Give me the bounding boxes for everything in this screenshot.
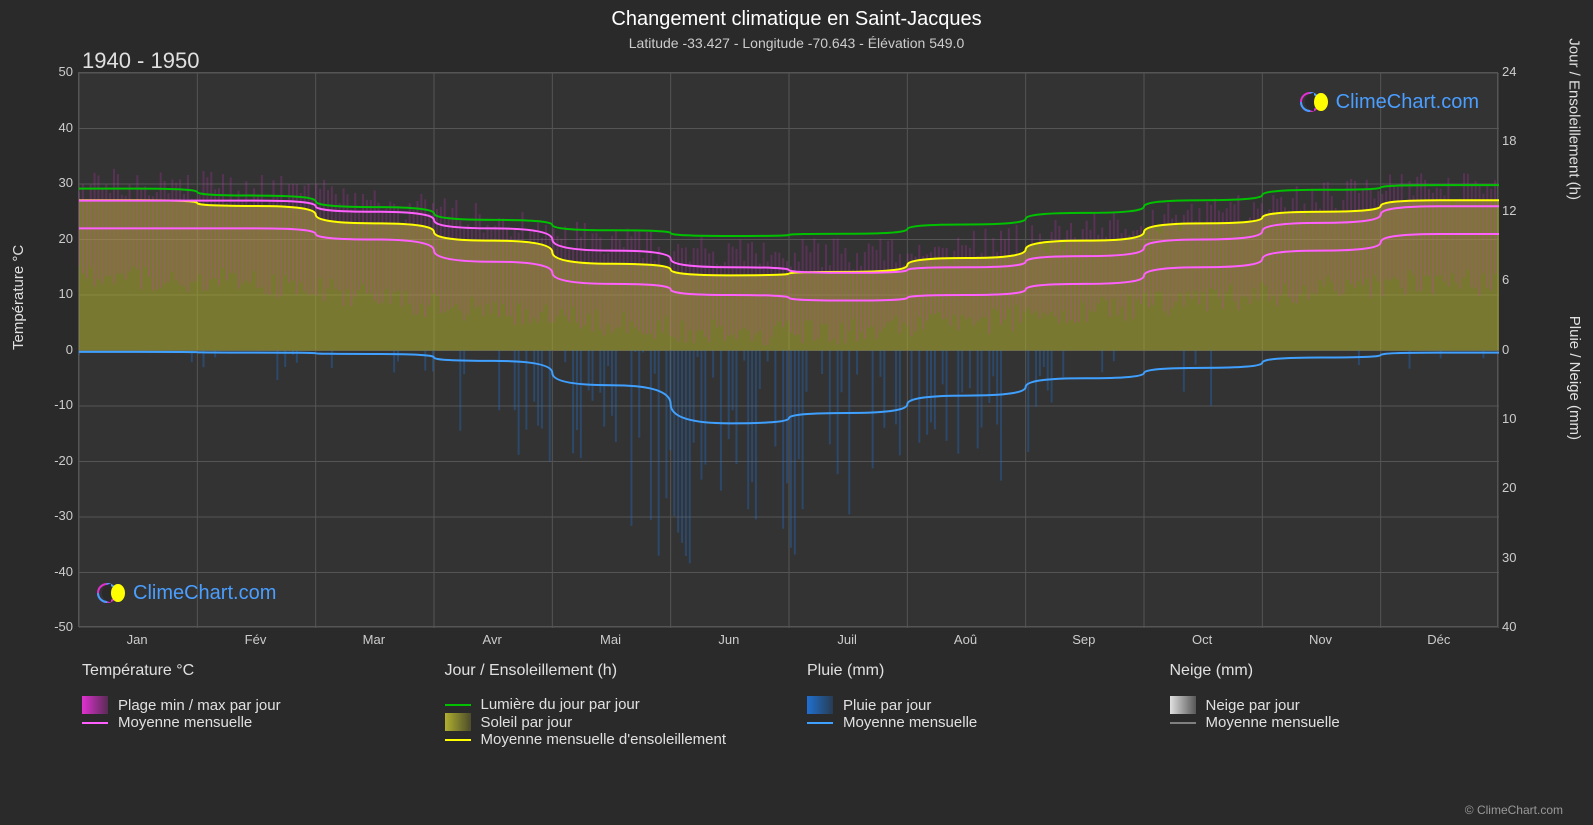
legend-swatch [1170,722,1196,724]
legend-item: Moyenne mensuelle [1170,714,1503,731]
y-axis-right-top-label: Jour / Ensoleillement (h) [1566,38,1583,200]
plot-area: ClimeChart.com ClimeChart.com [78,72,1498,627]
y-tick-right: 24 [1502,64,1516,79]
legend: Température °C Plage min / max par jourM… [82,662,1502,748]
legend-label: Neige par jour [1206,697,1300,714]
legend-label: Moyenne mensuelle [118,714,252,731]
x-tick: Sep [1072,632,1095,647]
legend-label: Pluie par jour [843,697,931,714]
legend-rain: Pluie (mm) Pluie par jourMoyenne mensuel… [807,662,1140,748]
x-tick: Fév [245,632,267,647]
y-tick-left: 30 [28,175,73,190]
legend-item: Moyenne mensuelle [807,714,1140,731]
logo-text-bottom: ClimeChart.com [133,582,276,605]
legend-header: Température °C [82,662,415,680]
legend-swatch [82,696,108,714]
y-tick-left: -20 [28,453,73,468]
chart-title: Changement climatique en Saint-Jacques [0,0,1593,31]
x-tick: Mai [600,632,621,647]
y-tick-right: 10 [1502,411,1516,426]
legend-item: Lumière du jour par jour [445,696,778,713]
legend-label: Soleil par jour [481,714,573,731]
y-axis-left-label: Température °C [10,245,27,350]
x-tick: Oct [1192,632,1212,647]
legend-label: Lumière du jour par jour [481,696,640,713]
x-tick: Avr [483,632,502,647]
chart-subtitle: Latitude -33.427 - Longitude -70.643 - É… [0,31,1593,51]
legend-swatch [445,704,471,706]
legend-swatch [445,739,471,741]
y-tick-right: 18 [1502,133,1516,148]
legend-label: Moyenne mensuelle [843,714,977,731]
logo-top: ClimeChart.com [1300,87,1479,117]
legend-header: Jour / Ensoleillement (h) [445,662,778,680]
legend-item: Neige par jour [1170,696,1503,714]
y-tick-left: 0 [28,342,73,357]
legend-swatch [82,722,108,724]
legend-header: Neige (mm) [1170,662,1503,680]
legend-item: Moyenne mensuelle d'ensoleillement [445,731,778,748]
x-tick: Jan [127,632,148,647]
legend-swatch [807,696,833,714]
legend-label: Moyenne mensuelle d'ensoleillement [481,731,727,748]
y-tick-left: 20 [28,231,73,246]
legend-label: Plage min / max par jour [118,697,281,714]
y-tick-right: 6 [1502,272,1509,287]
x-tick: Juil [837,632,857,647]
logo-text-top: ClimeChart.com [1336,91,1479,114]
legend-item: Pluie par jour [807,696,1140,714]
y-tick-right: 0 [1502,342,1509,357]
legend-temperature: Température °C Plage min / max par jourM… [82,662,415,748]
legend-swatch [445,713,471,731]
legend-swatch [807,722,833,724]
copyright: © ClimeChart.com [1465,803,1563,817]
legend-snow: Neige (mm) Neige par jourMoyenne mensuel… [1170,662,1503,748]
legend-item: Plage min / max par jour [82,696,415,714]
logo-bottom: ClimeChart.com [97,578,276,608]
legend-item: Moyenne mensuelle [82,714,415,731]
y-tick-left: -30 [28,508,73,523]
y-tick-left: -50 [28,619,73,634]
logo-icon [97,578,127,608]
y-tick-left: -10 [28,397,73,412]
y-tick-right: 40 [1502,619,1516,634]
y-tick-right: 12 [1502,203,1516,218]
y-tick-left: 40 [28,120,73,135]
x-tick: Mar [363,632,385,647]
y-tick-left: -40 [28,564,73,579]
legend-swatch [1170,696,1196,714]
y-axis-right-bottom-label: Pluie / Neige (mm) [1566,316,1583,440]
y-tick-left: 10 [28,286,73,301]
x-tick: Déc [1427,632,1450,647]
logo-icon [1300,87,1330,117]
legend-label: Moyenne mensuelle [1206,714,1340,731]
x-tick: Nov [1309,632,1332,647]
y-tick-right: 20 [1502,480,1516,495]
plot-svg [79,73,1499,628]
legend-daylight: Jour / Ensoleillement (h) Lumière du jou… [445,662,778,748]
x-tick: Jun [718,632,739,647]
legend-item: Soleil par jour [445,713,778,731]
x-tick: Aoû [954,632,977,647]
climate-chart: Changement climatique en Saint-Jacques L… [0,0,1593,825]
legend-header: Pluie (mm) [807,662,1140,680]
y-tick-left: 50 [28,64,73,79]
period-label: 1940 - 1950 [82,48,199,74]
y-tick-right: 30 [1502,550,1516,565]
